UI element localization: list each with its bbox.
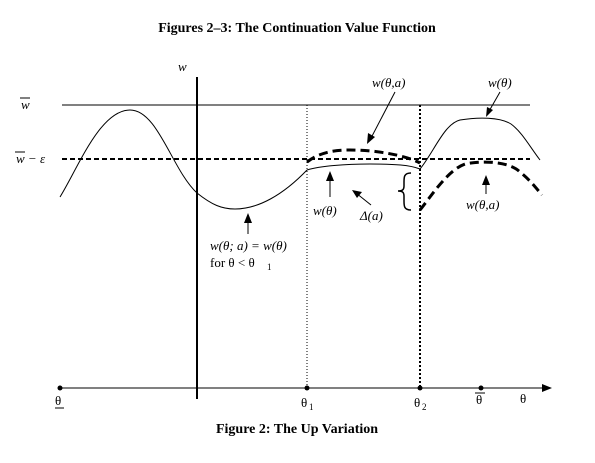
w-theta-a-dashed-curve-mid	[306, 148, 421, 165]
svg-text:θ: θ	[476, 392, 482, 407]
label-delta-a: Δ(a)	[359, 208, 383, 223]
x-axis-arrowhead	[542, 384, 552, 392]
figure-caption: Figure 2: The Up Variation	[216, 422, 378, 437]
x-axis-label: θ	[520, 391, 526, 406]
arrowhead-delta-a	[352, 190, 362, 198]
theta-lower-dot	[57, 385, 63, 391]
arrowhead-w-theta-mid	[326, 171, 334, 181]
theta-lower-label: θ	[55, 393, 64, 409]
w-theta-curve-right	[419, 117, 541, 170]
theta-upper-label: θ	[475, 392, 485, 407]
w-bar-label: w	[20, 97, 30, 112]
svg-text:w − ε: w − ε	[16, 151, 46, 166]
label-w-theta-top-right: w(θ)	[488, 75, 512, 90]
w-theta-a-dashed-curve-right	[418, 160, 544, 211]
arrow-w-theta-a-top	[369, 91, 396, 141]
svg-text:θ: θ	[414, 395, 420, 410]
label-w-theta-mid: w(θ)	[313, 203, 337, 218]
svg-text:2: 2	[422, 402, 427, 412]
theta-2-dot	[417, 385, 423, 391]
y-axis-label: w	[178, 59, 187, 74]
arrowhead-w-theta-top-right	[486, 107, 493, 117]
svg-text:θ: θ	[301, 395, 307, 410]
label-equality-line2-sub: 1	[267, 262, 272, 272]
theta-1-label: θ 1	[301, 395, 314, 412]
w-theta-curve-left	[59, 109, 308, 210]
delta-brace	[397, 172, 412, 211]
label-w-theta-a-right: w(θ,a)	[466, 197, 499, 212]
label-equality-line2: for θ < θ	[210, 255, 255, 270]
arrowhead-equality	[244, 213, 252, 223]
svg-text:θ: θ	[55, 393, 61, 408]
svg-text:1: 1	[309, 402, 314, 412]
theta-2-label: θ 2	[414, 395, 427, 412]
arrowhead-w-theta-a-top	[367, 133, 375, 144]
arrowhead-w-theta-a-right	[482, 175, 490, 185]
w-theta-curve-mid	[306, 163, 421, 171]
svg-text:w: w	[21, 97, 30, 112]
figure-title: Figures 2–3: The Continuation Value Func…	[158, 21, 436, 36]
label-w-theta-a-top: w(θ,a)	[372, 75, 405, 90]
theta-upper-dot	[478, 385, 484, 391]
label-equality-line1: w(θ; a) = w(θ)	[210, 238, 287, 253]
w-bar-minus-eps-label: w − ε	[15, 151, 46, 166]
